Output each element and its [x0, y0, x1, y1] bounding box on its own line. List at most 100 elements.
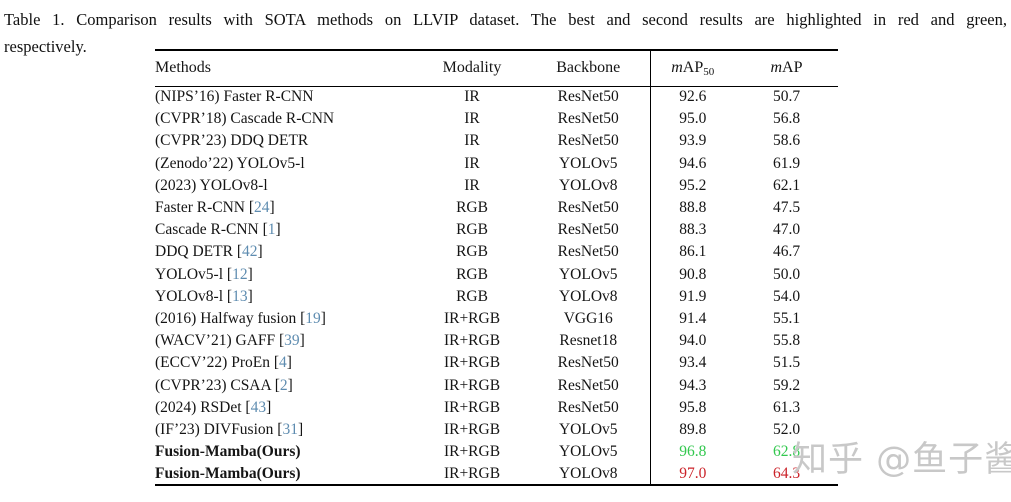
table-row: (CVPR’18) Cascade R-CNN IR ResNet50 95.0… — [155, 108, 838, 131]
method-cell: Cascade R-CNN [1] — [155, 219, 417, 241]
backbone-cell: ResNet50 — [557, 132, 619, 150]
citation-link[interactable]: 4 — [279, 354, 287, 372]
method-name: DDQ DETR — [155, 243, 237, 261]
map50-cell: 94.3 — [649, 374, 735, 397]
method-cell: YOLOv5-l [12] — [155, 264, 417, 286]
map-cell: 52.0 — [772, 420, 801, 438]
table-row: (2023) YOLOv8-l IR YOLOv8 95.2 62.1 — [155, 174, 838, 197]
modality-cell: IR — [464, 110, 480, 128]
backbone-cell: ResNet50 — [557, 221, 619, 239]
citation-link[interactable]: 43 — [250, 398, 267, 416]
map50-cell: 96.8 — [649, 441, 735, 464]
map-cell: 54.0 — [772, 287, 801, 305]
table-row: (CVPR’23) DDQ DETR IR ResNet50 93.9 58.6 — [155, 130, 838, 153]
table-row: (WACV’21) GAFF [39] IR+RGB Resnet18 94.0… — [155, 330, 838, 353]
map-cell: 55.8 — [772, 332, 801, 350]
table-row: (2016) Halfway fusion [19] IR+RGB VGG16 … — [155, 307, 838, 331]
citation-link[interactable]: 12 — [232, 265, 248, 283]
modality-cell: IR+RGB — [443, 332, 501, 350]
modality-cell: IR+RGB — [443, 309, 501, 327]
method-cell: (2024) RSDet [43] — [155, 397, 417, 419]
cite-bracket-close: ] — [275, 221, 281, 239]
citation-link[interactable]: 42 — [241, 243, 258, 261]
backbone-cell: Resnet18 — [559, 332, 618, 350]
method-cell: (CVPR’23) DDQ DETR — [155, 130, 417, 152]
cite-bracket-open: [ — [273, 354, 279, 372]
caption-line-1: Table 1. Comparison results with SOTA me… — [4, 10, 1007, 29]
map-cell: 50.7 — [772, 88, 801, 106]
method-name: (IF’23) DIVFusion — [155, 420, 278, 438]
cite-bracket-open: [ — [248, 199, 255, 217]
map-cell: 55.1 — [772, 309, 801, 327]
map-ap: AP — [782, 59, 803, 77]
cite-bracket-close: ] — [266, 398, 272, 416]
cite-bracket-open: [ — [236, 243, 242, 261]
map50-cell: 88.3 — [649, 219, 735, 242]
map-cell: 64.3 — [772, 464, 801, 482]
method-cell: DDQ DETR [42] — [155, 241, 417, 263]
backbone-cell: ResNet50 — [557, 110, 619, 128]
table-row: (ECCV’22) ProEn [4] IR+RGB ResNet50 93.4… — [155, 352, 838, 375]
method-cell: (NIPS’16) Faster R-CNN — [155, 86, 417, 108]
map50-cell: 95.0 — [649, 108, 735, 131]
backbone-cell: YOLOv8 — [558, 464, 618, 482]
backbone-cell: ResNet50 — [557, 88, 619, 106]
cite-bracket-open: [ — [226, 265, 233, 283]
citation-link[interactable]: 13 — [232, 287, 248, 305]
backbone-cell: YOLOv8 — [558, 287, 618, 305]
citation-link[interactable]: 39 — [284, 332, 300, 350]
backbone-cell: YOLOv5 — [558, 420, 618, 438]
table-row: Fusion-Mamba(Ours) IR+RGB YOLOv8 97.0 64… — [155, 463, 838, 486]
citation-link[interactable]: 2 — [279, 376, 288, 394]
table-header: Methods Modality Backbone mAP50 mAP — [155, 50, 838, 86]
citation-link[interactable]: 24 — [254, 199, 270, 217]
cite-bracket-open: [ — [300, 309, 306, 327]
modality-cell: RGB — [456, 287, 488, 305]
map-cell: 61.9 — [772, 154, 801, 172]
map50-cell: 89.8 — [649, 418, 735, 441]
map-cell: 51.5 — [772, 354, 801, 372]
citation-link[interactable]: 31 — [282, 420, 298, 438]
citation-link[interactable]: 19 — [305, 309, 321, 327]
map50-m: m — [671, 58, 683, 76]
method-name: (2016) Halfway fusion — [155, 309, 301, 327]
map50-cell: 93.9 — [649, 130, 735, 153]
method-name: (ECCV’22) ProEn — [155, 354, 274, 372]
cite-bracket-close: ] — [287, 376, 293, 394]
method-cell: (CVPR’23) CSAA [2] — [155, 374, 417, 396]
map50-cell: 93.4 — [649, 352, 735, 375]
table-row: DDQ DETR [42] RGB ResNet50 86.1 46.7 — [155, 241, 838, 264]
table-row: YOLOv5-l [12] RGB YOLOv5 90.8 50.0 — [155, 263, 838, 286]
method-cell: (2016) Halfway fusion [19] — [155, 308, 417, 330]
backbone-cell: YOLOv5 — [558, 443, 618, 461]
method-cell: Fusion-Mamba(Ours) — [155, 463, 417, 485]
map50-cell: 94.0 — [649, 330, 735, 353]
map-cell: 50.0 — [772, 265, 801, 283]
comparison-table: Methods Modality Backbone mAP50 mAP (NIP… — [155, 49, 838, 487]
table-row: (Zenodo’22) YOLOv5-l IR YOLOv5 94.6 61.9 — [155, 152, 838, 175]
method-name: YOLOv5-l — [155, 265, 227, 283]
method-cell: (ECCV’22) ProEn [4] — [155, 352, 417, 374]
modality-cell: IR — [464, 88, 480, 106]
map50-cell: 86.1 — [649, 241, 735, 264]
method-name: (CVPR’23) CSAA — [155, 376, 275, 394]
cite-bracket-open: [ — [274, 376, 280, 394]
citation-link[interactable]: 1 — [267, 221, 276, 239]
method-name: YOLOv8-l — [155, 287, 227, 305]
cite-bracket-open: [ — [226, 287, 233, 305]
map-cell: 59.2 — [772, 376, 801, 394]
map50-ap: AP — [682, 58, 704, 76]
method-name: Fusion-Mamba(Ours) — [155, 464, 301, 482]
cite-bracket-close: ] — [320, 309, 326, 327]
method-name: (WACV’21) GAFF — [155, 332, 279, 350]
modality-cell: IR+RGB — [443, 420, 501, 438]
modality-cell: RGB — [456, 243, 488, 261]
map50-cell: 91.4 — [649, 307, 735, 331]
cite-bracket-close: ] — [286, 354, 292, 372]
modality-cell: RGB — [456, 221, 488, 239]
col-header-backbone: Backbone — [556, 59, 621, 77]
cite-bracket-close: ] — [269, 199, 275, 217]
method-cell: (WACV’21) GAFF [39] — [155, 330, 417, 352]
table-row: Cascade R-CNN [1] RGB ResNet50 88.3 47.0 — [155, 219, 838, 242]
